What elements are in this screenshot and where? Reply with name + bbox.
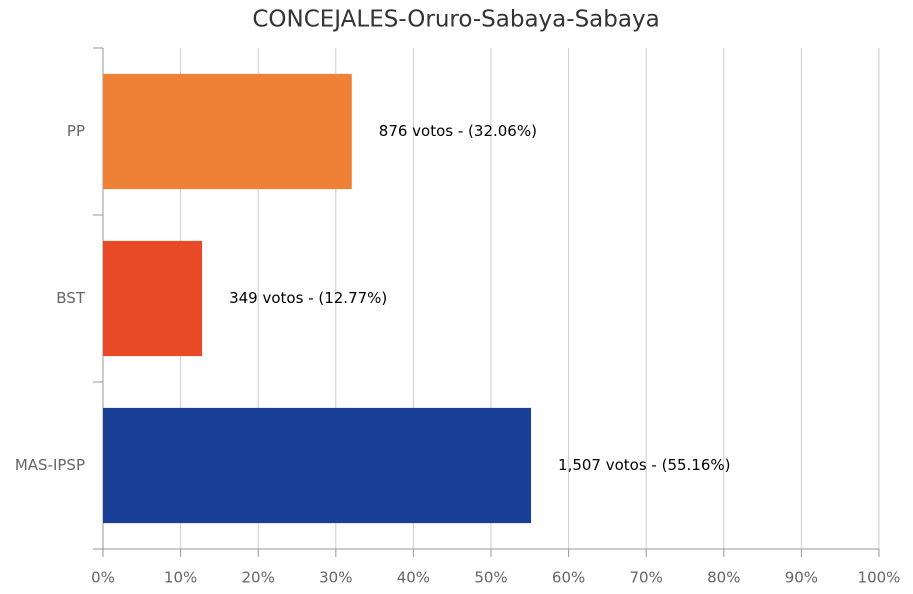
x-tick-label: 90% — [785, 569, 818, 587]
value-label: 1,507 votos - (55.16%) — [558, 456, 731, 474]
x-tick-label: 0% — [91, 569, 115, 587]
x-tick-label: 10% — [164, 569, 197, 587]
bar — [103, 240, 203, 357]
bar — [103, 73, 352, 190]
x-tick-label: 80% — [707, 569, 740, 587]
x-tick-label: 20% — [242, 569, 275, 587]
value-label: 349 votos - (12.77%) — [229, 289, 387, 307]
x-tick-label: 60% — [552, 569, 585, 587]
x-tick-label: 100% — [858, 569, 901, 587]
x-tick-label: 70% — [630, 569, 663, 587]
y-tick-label: PP — [67, 122, 85, 140]
x-tick-label: 40% — [397, 569, 430, 587]
y-tick-label: BST — [56, 289, 86, 307]
x-tick-label: 30% — [319, 569, 352, 587]
y-tick-label: MAS-IPSP — [15, 456, 85, 474]
x-tick-label: 50% — [474, 569, 507, 587]
chart-title: CONCEJALES-Oruro-Sabaya-Sabaya — [252, 7, 659, 33]
value-label: 876 votos - (32.06%) — [379, 122, 537, 140]
bar — [103, 407, 532, 524]
